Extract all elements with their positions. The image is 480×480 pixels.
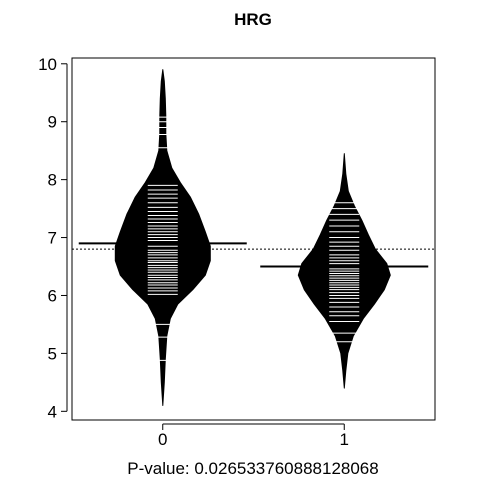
y-tick-label: 10 — [38, 55, 57, 74]
y-tick-label: 7 — [48, 229, 57, 248]
plot-frame — [71, 57, 436, 421]
y-tick-label: 8 — [48, 171, 57, 190]
chart-title: HRG — [234, 10, 272, 29]
x-tick-label: 1 — [340, 430, 349, 449]
x-tick-label: 0 — [158, 430, 167, 449]
y-tick-label: 5 — [48, 344, 57, 363]
bean-group-1 — [260, 153, 429, 389]
bean-group-0 — [78, 69, 247, 406]
y-tick-label: 6 — [48, 286, 57, 305]
y-axis: 4 5 6 7 8 9 10 — [38, 55, 67, 421]
x-axis-label: P-value: 0.026533760888128068 — [127, 459, 378, 478]
y-tick-label: 4 — [48, 402, 57, 421]
y-tick-label: 9 — [48, 113, 57, 132]
beans — [78, 69, 429, 406]
